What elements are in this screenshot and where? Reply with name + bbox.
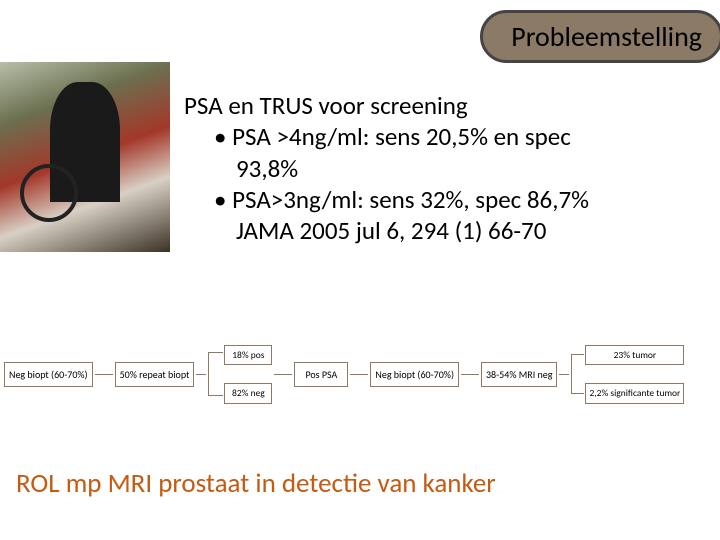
bullet-2-line1: PSA>3ng/ml: sens 32%, spec 86,7%: [214, 184, 716, 215]
flow-connector: [461, 374, 479, 375]
flow-connector: [559, 374, 569, 375]
flow-pair: 18% pos 82% neg: [224, 345, 272, 404]
footer-title: ROL mp MRI prostaat in detectie van kank…: [16, 467, 496, 500]
bullet-2-line2: JAMA 2005 jul 6, 294 (1) 66-70: [184, 215, 716, 246]
flow-node-mri-neg: 38-54% MRI neg: [481, 362, 557, 387]
flow-pair: 23% tumor 2,2% significante tumor: [585, 345, 684, 404]
bullet-1-line2: 93,8%: [184, 153, 716, 184]
flow-fork: [571, 354, 583, 394]
flow-node-23tumor: 23% tumor: [585, 345, 684, 365]
header-pill: Probleemstelling: [480, 10, 720, 63]
photo-cyclist: [0, 62, 170, 252]
main-heading: PSA en TRUS voor screening: [184, 90, 716, 121]
flow-connector: [274, 374, 292, 375]
flow-node-neg-biopt-2: Neg biopt (60-70%): [370, 362, 459, 387]
flowchart: Neg biopt (60-70%) 50% repeat biopt 18% …: [4, 345, 720, 404]
main-text-block: PSA en TRUS voor screening PSA >4ng/ml: …: [184, 90, 716, 246]
flow-node-neg-biopt-1: Neg biopt (60-70%): [4, 362, 93, 387]
bullet-1-line1: PSA >4ng/ml: sens 20,5% en spec: [214, 121, 716, 152]
flow-connector: [196, 374, 206, 375]
flow-node-82neg: 82% neg: [224, 383, 272, 403]
flow-node-repeat-biopt: 50% repeat biopt: [115, 362, 195, 387]
flow-node-sig-tumor: 2,2% significante tumor: [585, 383, 684, 403]
flow-connector: [350, 374, 368, 375]
flow-node-18pos: 18% pos: [224, 345, 272, 365]
flow-node-pos-psa: Pos PSA: [294, 362, 348, 387]
flow-fork: [208, 352, 222, 396]
flow-connector: [95, 374, 113, 375]
